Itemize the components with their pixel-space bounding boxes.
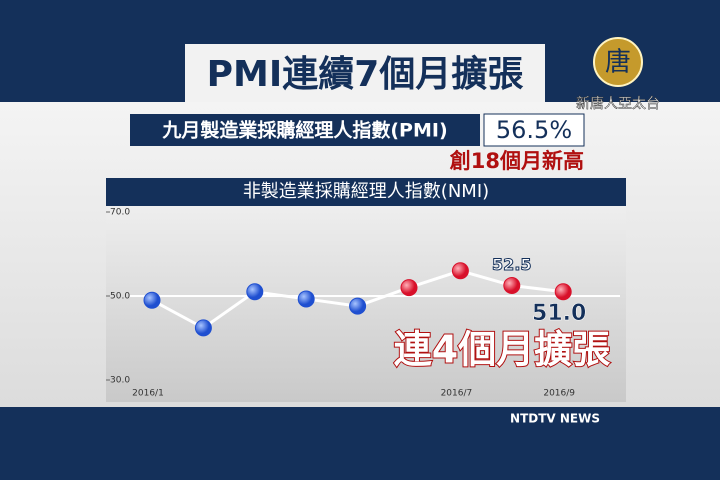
title: PMI連續7個月擴張 <box>207 53 524 95</box>
pmi-note: 創18個月新高 <box>450 149 584 173</box>
footer: NTDTV NEWS <box>510 412 600 426</box>
point <box>194 319 212 337</box>
x-tick-label: 2016/7 <box>441 389 473 399</box>
logo-text: 新唐人亞太台 <box>576 95 660 112</box>
point <box>554 283 572 301</box>
bottom-band <box>0 407 720 480</box>
value-label: 51.0 <box>532 301 586 326</box>
pmi-label: 九月製造業採購經理人指數(PMI) <box>161 119 447 142</box>
chart-header <box>106 178 626 206</box>
title-box <box>185 44 545 102</box>
point <box>349 297 367 315</box>
point <box>451 262 469 280</box>
value-label: 52.5 <box>492 255 531 274</box>
logo-char: 唐 <box>605 48 631 78</box>
pmi-value: 56.5% <box>496 116 572 144</box>
point <box>503 277 521 294</box>
point <box>246 283 264 301</box>
x-tick-label: 2016/9 <box>543 389 575 399</box>
logo <box>593 37 643 87</box>
y-tick-label: 30.0 <box>110 376 130 386</box>
pmi-label-box <box>130 114 480 146</box>
y-tick-label: 70.0 <box>110 208 130 218</box>
point <box>143 291 161 309</box>
y-tick-label: 50.0 <box>110 292 130 302</box>
pmi-value-box <box>483 113 585 147</box>
point <box>297 290 315 308</box>
annotation: 連4個月擴張 <box>394 328 610 372</box>
point <box>400 279 418 297</box>
x-tick-label: 2016/1 <box>132 389 164 399</box>
chart-title: 非製造業採購經理人指數(NMI) <box>243 181 489 202</box>
